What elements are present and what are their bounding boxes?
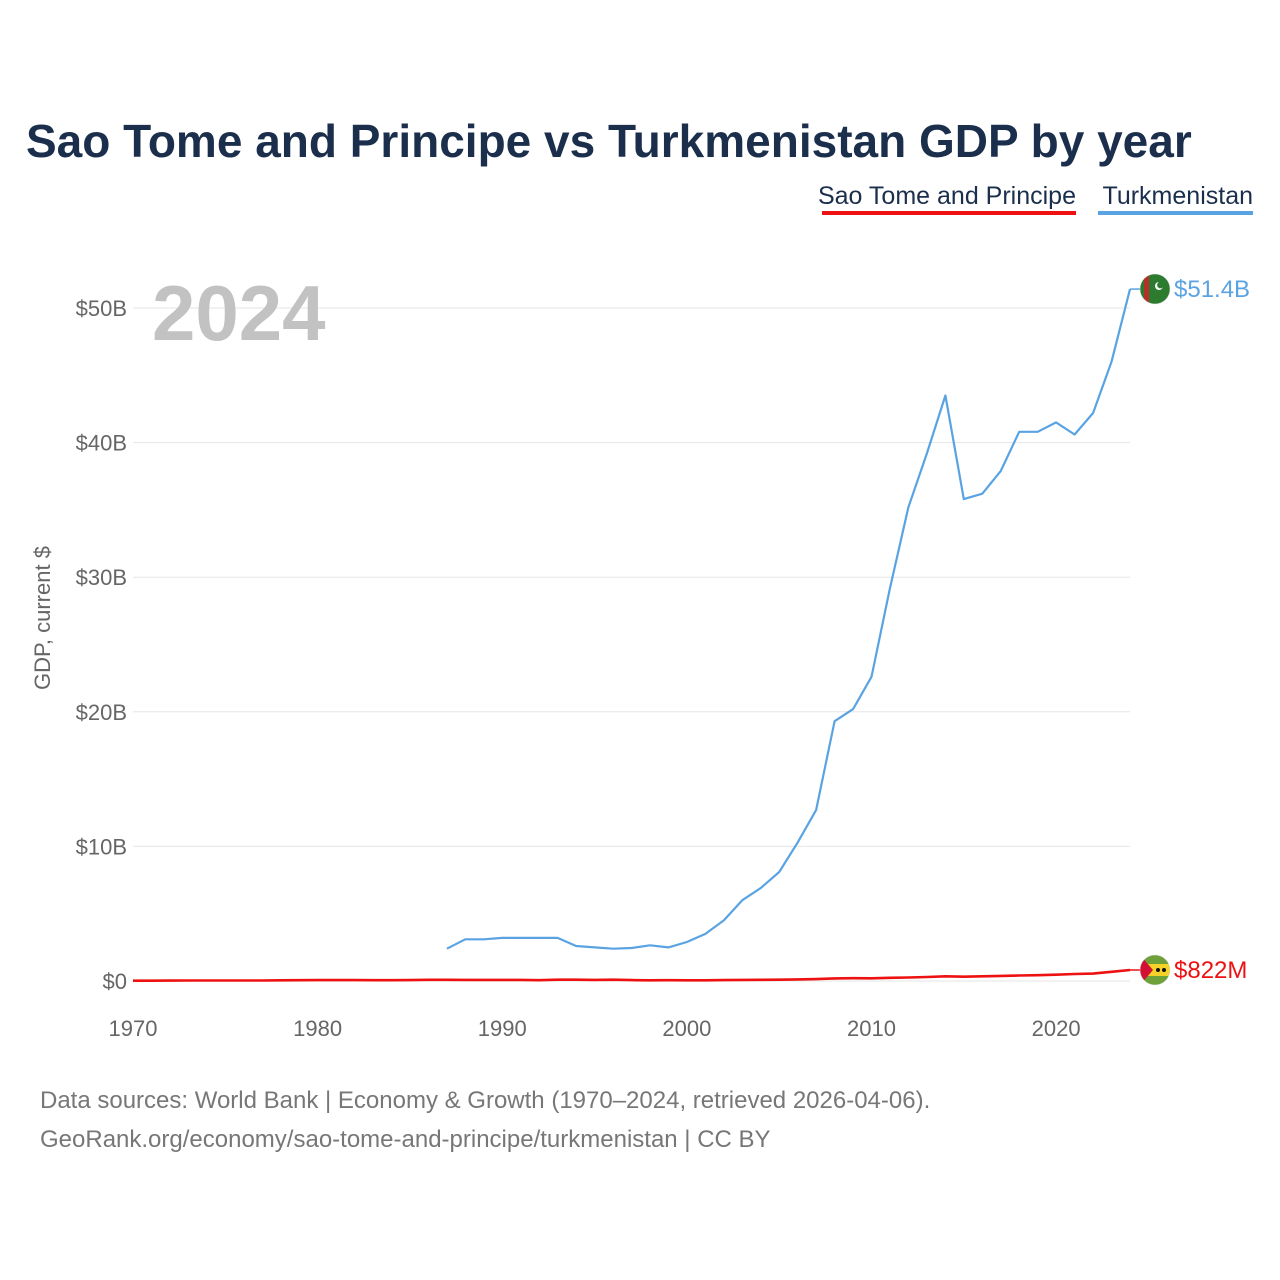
series-lines bbox=[133, 288, 1132, 982]
gridlines bbox=[133, 307, 1130, 982]
x-tick-label: 2010 bbox=[847, 1016, 896, 1041]
source-url-text[interactable]: GeoRank.org/economy/sao-tome-and-princip… bbox=[40, 1126, 771, 1153]
x-tick-label: 2000 bbox=[662, 1016, 711, 1041]
series-line-turkmenistan[interactable] bbox=[446, 288, 1132, 950]
end-value-label: $822M bbox=[1174, 957, 1247, 984]
y-tick-label: $20B bbox=[76, 700, 127, 725]
sao-tome-and-principe-flag-icon bbox=[1139, 954, 1171, 986]
legend-item-sao-tome-and-principe[interactable]: Sao Tome and Principe bbox=[818, 182, 1076, 210]
x-axis-ticks: 1970 1980 1990 2000 2010 2020 bbox=[109, 1016, 1081, 1041]
legend: Sao Tome and Principe Turkmenistan bbox=[818, 182, 1253, 215]
y-axis-title: GDP, current $ bbox=[30, 546, 55, 690]
y-tick-label: $0 bbox=[103, 969, 127, 994]
turkmenistan-flag-icon bbox=[1139, 273, 1171, 305]
data-source-text: Data sources: World Bank | Economy & Gro… bbox=[40, 1087, 930, 1114]
x-tick-label: 2020 bbox=[1032, 1016, 1081, 1041]
y-tick-label: $40B bbox=[76, 431, 127, 456]
series-line-sao-tome-and-principe[interactable] bbox=[133, 968, 1131, 982]
legend-item-turkmenistan[interactable]: Turkmenistan bbox=[1102, 182, 1253, 210]
end-value-label: $51.4B bbox=[1174, 276, 1250, 303]
y-tick-label: $10B bbox=[76, 834, 127, 859]
chart-title: Sao Tome and Principe vs Turkmenistan GD… bbox=[26, 115, 1192, 167]
x-tick-label: 1990 bbox=[478, 1016, 527, 1041]
x-tick-label: 1970 bbox=[109, 1016, 158, 1041]
y-axis-ticks: $0 $10B $20B $30B $40B $50B bbox=[76, 296, 127, 994]
x-tick-label: 1980 bbox=[293, 1016, 342, 1041]
y-tick-label: $30B bbox=[76, 565, 127, 590]
series-end-markers: $822M $51.4B bbox=[1129, 273, 1250, 986]
year-watermark: 2024 bbox=[152, 269, 326, 357]
y-tick-label: $50B bbox=[76, 296, 127, 321]
